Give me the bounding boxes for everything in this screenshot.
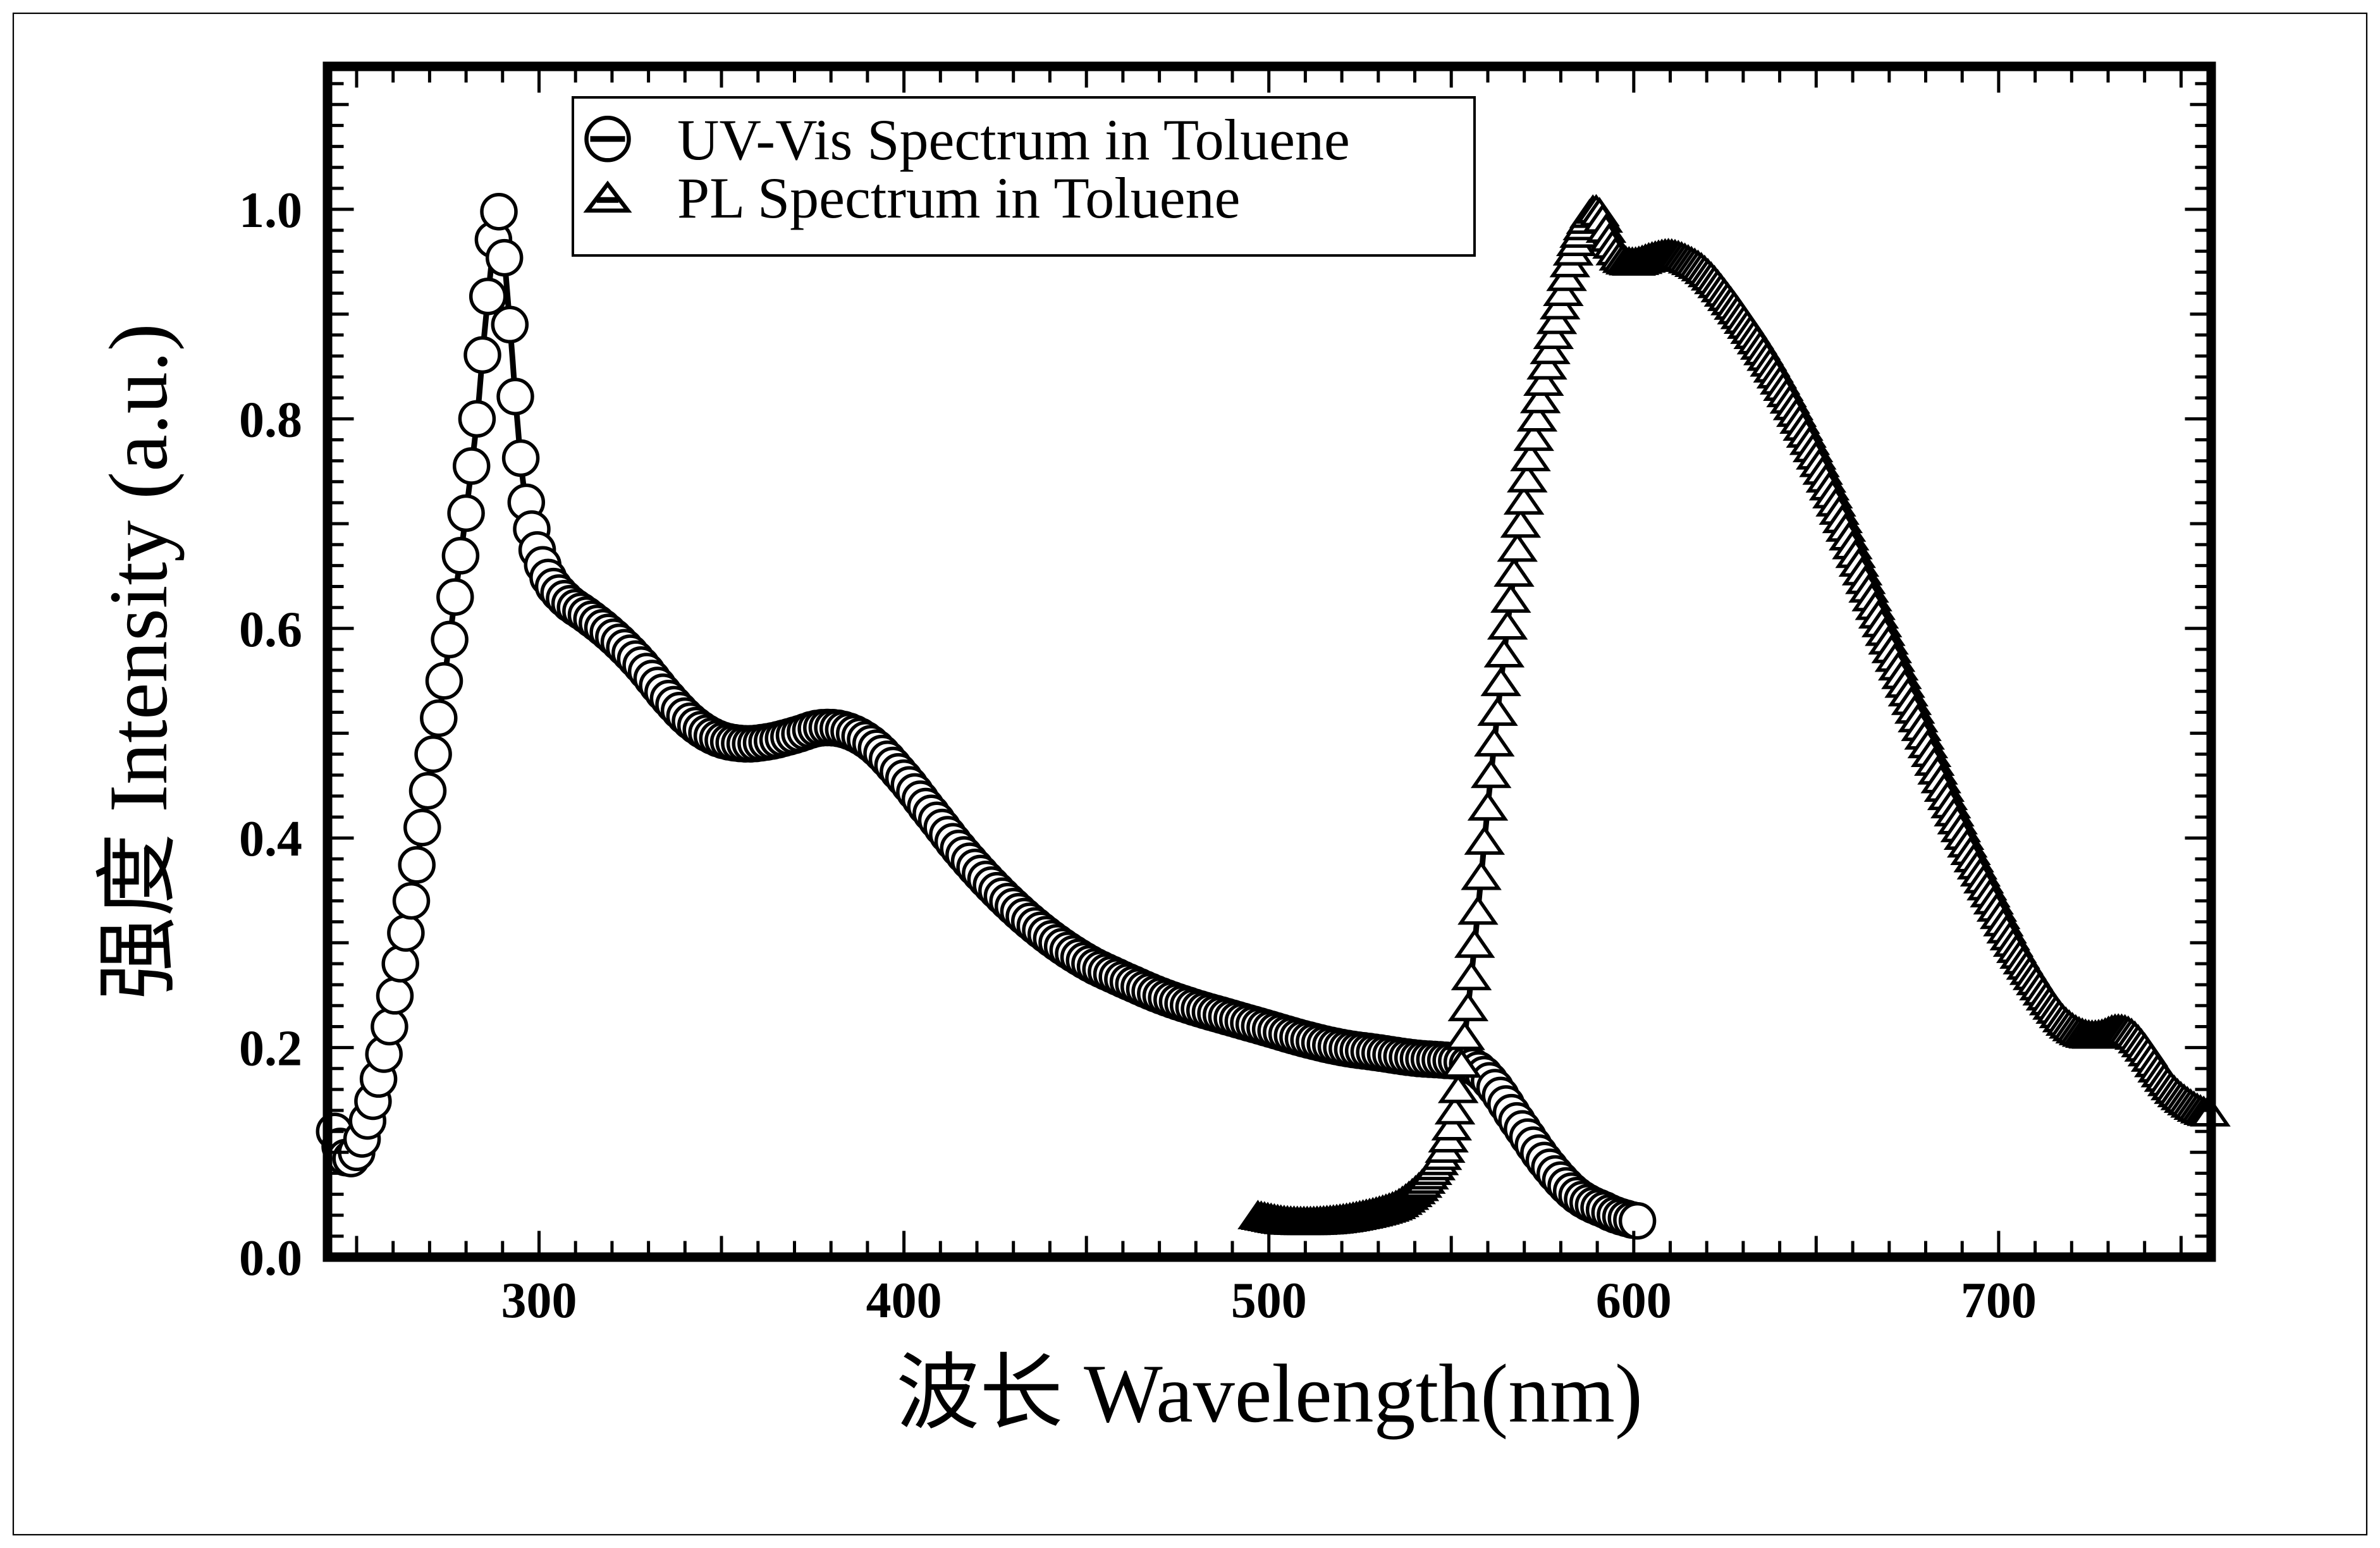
svg-text:400: 400 [866, 1273, 942, 1329]
svg-text:0.0: 0.0 [239, 1231, 302, 1286]
svg-text:1.0: 1.0 [239, 183, 302, 238]
svg-text:强度 Intensity (a.u.): 强度 Intensity (a.u.) [92, 323, 185, 1000]
svg-text:0.4: 0.4 [239, 811, 302, 867]
svg-text:300: 300 [501, 1273, 577, 1329]
svg-text:UV-Vis Spectrum in Toluene: UV-Vis Spectrum in Toluene [677, 108, 1350, 172]
svg-text:500: 500 [1231, 1273, 1307, 1329]
svg-text:0.8: 0.8 [239, 392, 302, 448]
svg-text:600: 600 [1596, 1273, 1672, 1329]
svg-text:700: 700 [1961, 1273, 2037, 1329]
svg-text:波长 Wavelength(nm): 波长 Wavelength(nm) [896, 1347, 1643, 1440]
svg-text:0.6: 0.6 [239, 602, 302, 658]
svg-text:PL Spectrum in Toluene: PL Spectrum in Toluene [677, 166, 1240, 230]
svg-text:0.2: 0.2 [239, 1021, 302, 1077]
